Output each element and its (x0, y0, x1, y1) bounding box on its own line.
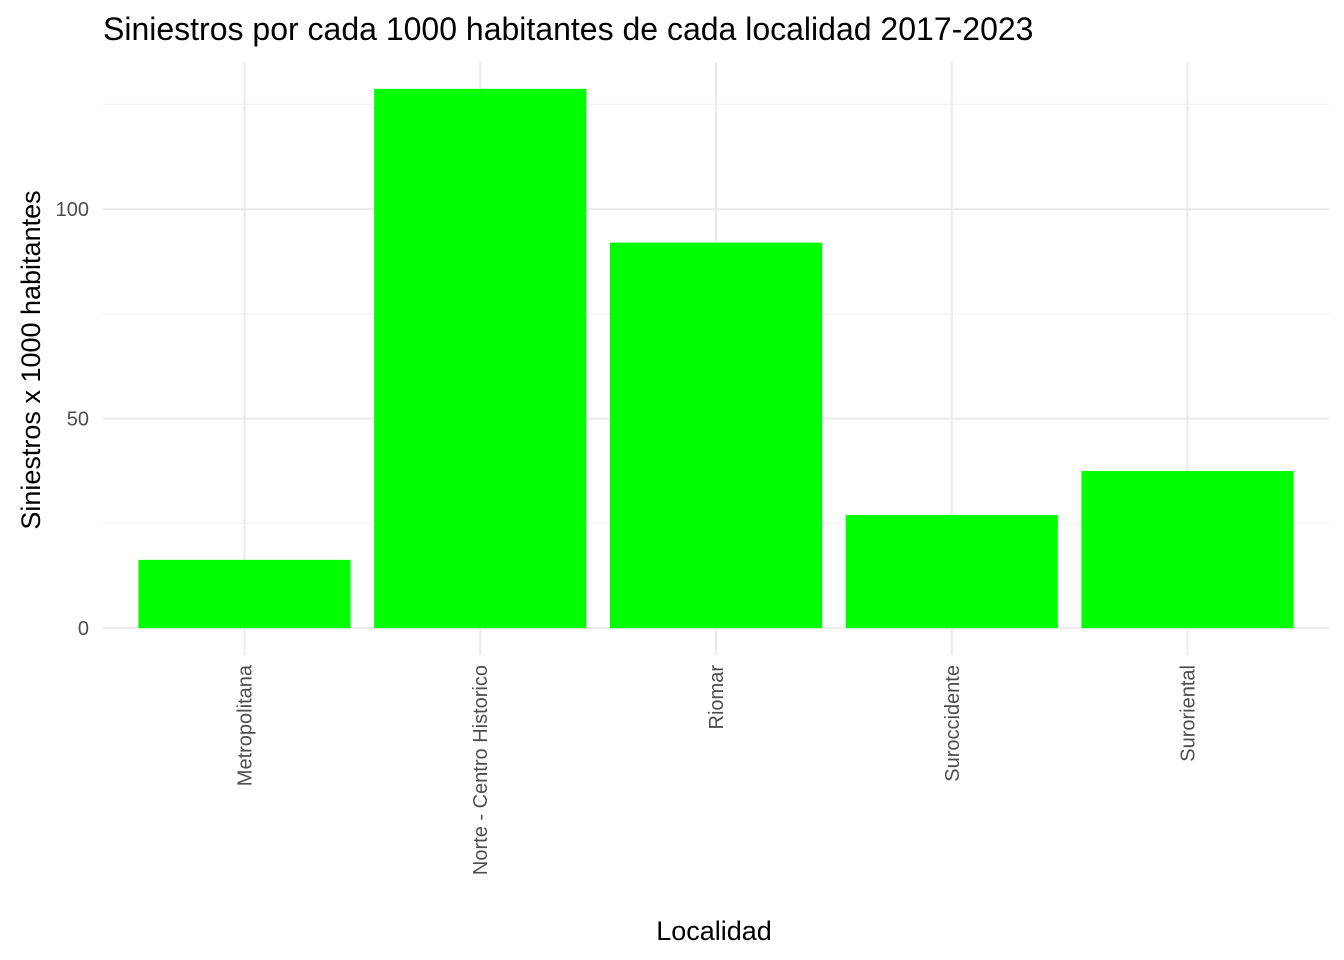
y-tick-label: 50 (67, 409, 89, 431)
bars (138, 88, 1294, 629)
x-tick-label: Metropolitana (234, 664, 256, 786)
chart-title: Siniestros por cada 1000 habitantes de c… (103, 11, 1033, 47)
bar (138, 559, 351, 629)
bar (845, 515, 1058, 629)
bar (1081, 471, 1294, 629)
y-tick-labels: 0 50 100 (56, 199, 89, 640)
bar (609, 242, 823, 629)
x-tick-label: Norte - Centro Historico (470, 665, 492, 875)
y-tick-label: 100 (56, 199, 89, 221)
y-axis-title: Siniestros x 1000 habitantes (16, 190, 46, 529)
x-tick-labels: Metropolitana Norte - Centro Historico Rio… (234, 664, 1199, 875)
x-tick-label: Suroccidente (942, 665, 964, 782)
bar (374, 88, 587, 629)
x-tick-label: Riomar (706, 665, 728, 730)
x-axis-title: Localidad (656, 916, 772, 946)
y-tick-label: 0 (78, 618, 89, 640)
x-tick-label: Suroriental (1178, 665, 1200, 762)
